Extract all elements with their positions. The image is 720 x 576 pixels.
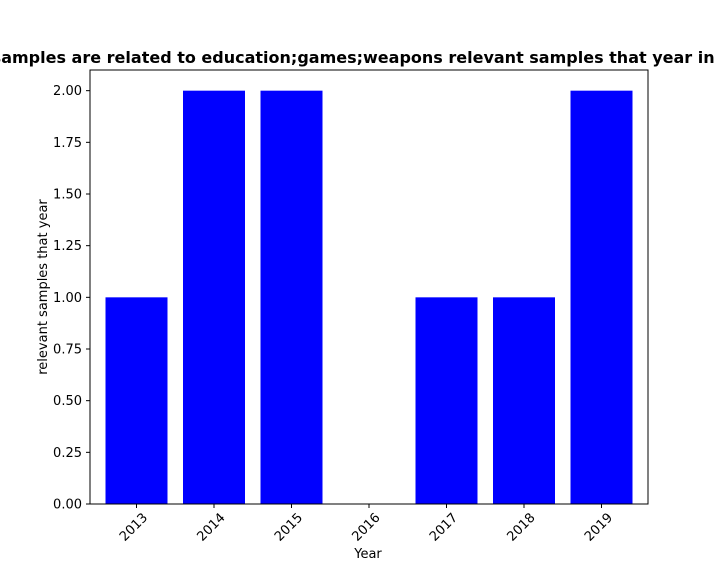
bar-2014 xyxy=(183,90,245,505)
bar-2018 xyxy=(493,297,555,504)
y-tick-label: 0.50 xyxy=(53,394,82,409)
bar-2017 xyxy=(415,297,478,504)
y-tick-label: 1.75 xyxy=(53,136,82,151)
bar-2019 xyxy=(570,90,633,505)
y-tick-label: 2.00 xyxy=(53,84,82,99)
chart-title: Number of samples are related to educati… xyxy=(0,48,720,67)
x-tick-label: 2019 xyxy=(582,511,616,545)
x-tick-label: 2015 xyxy=(272,511,306,545)
bar-2015 xyxy=(260,90,323,505)
y-axis: 0.00 0.25 0.50 0.75 1.00 1.25 1.50 1.75 2.00 xyxy=(53,84,90,513)
bar-2013 xyxy=(105,297,168,504)
y-tick-label: 0.25 xyxy=(53,446,82,461)
x-tick-label: 2016 xyxy=(350,511,384,545)
x-axis: 2013 2014 2015 2016 2017 2018 2019 xyxy=(117,504,616,545)
y-tick-label: 1.50 xyxy=(53,188,82,203)
y-tick-label: 1.00 xyxy=(53,291,82,306)
plot-frame xyxy=(89,69,649,505)
x-tick-label: 2017 xyxy=(427,511,461,545)
x-tick-label: 2013 xyxy=(117,511,151,545)
bars-group xyxy=(105,90,633,505)
y-tick-label: 0.00 xyxy=(53,498,82,513)
x-tick-label: 2018 xyxy=(505,511,539,545)
x-axis-label: Year xyxy=(353,547,382,562)
y-tick-label: 1.25 xyxy=(53,239,82,254)
y-axis-label: relevant samples that year xyxy=(36,199,51,375)
y-tick-label: 0.75 xyxy=(53,343,82,358)
x-tick-label: 2014 xyxy=(195,511,229,545)
